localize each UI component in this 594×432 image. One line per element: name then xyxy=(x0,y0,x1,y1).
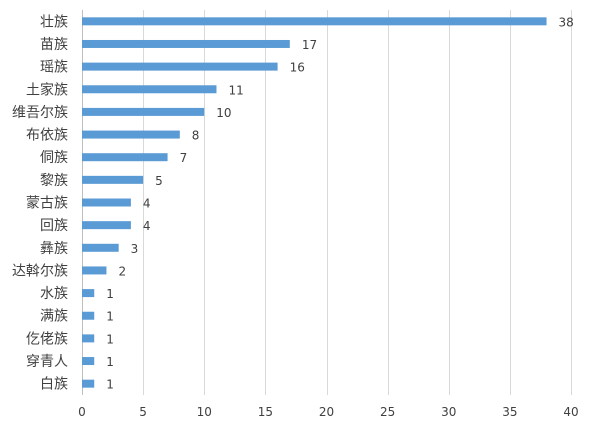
data-label: 1 xyxy=(106,287,114,301)
data-label: 4 xyxy=(143,219,151,233)
data-label: 7 xyxy=(180,151,188,165)
bar xyxy=(82,357,95,366)
category-label: 苗族 xyxy=(40,37,68,53)
category-labels: 壮族苗族瑶族土家族维吾尔族布依族侗族黎族蒙古族回族彝族达斡尔族水族满族仡佬族穿青… xyxy=(12,14,68,392)
data-label: 5 xyxy=(155,174,163,188)
category-label: 土家族 xyxy=(26,81,68,98)
bar xyxy=(82,85,217,94)
category-label: 布依族 xyxy=(26,128,68,144)
category-label: 蒙古族 xyxy=(26,196,68,212)
data-label: 1 xyxy=(106,310,114,324)
x-tick-label: 20 xyxy=(319,405,334,419)
bar xyxy=(82,153,168,162)
bar xyxy=(82,334,95,343)
bar xyxy=(82,39,290,48)
data-label: 1 xyxy=(106,355,114,369)
gridlines xyxy=(82,10,572,395)
data-label: 4 xyxy=(143,197,151,211)
category-label: 仡佬族 xyxy=(26,331,68,347)
data-label: 16 xyxy=(290,61,305,75)
data-label: 38 xyxy=(559,15,574,29)
category-label: 回族 xyxy=(40,218,68,234)
data-label: 1 xyxy=(106,378,114,392)
category-label: 瑶族 xyxy=(40,60,68,76)
x-axis-tick-labels: 0 5 10 15 20 25 30 35 40 xyxy=(78,405,578,419)
category-label: 满族 xyxy=(40,309,68,325)
bars xyxy=(82,17,547,388)
bar xyxy=(82,17,547,26)
x-tick-label: 10 xyxy=(197,405,212,419)
data-label: 17 xyxy=(302,38,317,52)
bar xyxy=(82,379,95,388)
category-label: 白族 xyxy=(40,377,68,393)
bar xyxy=(82,243,119,252)
bar xyxy=(82,198,131,207)
bar xyxy=(82,107,205,116)
bar xyxy=(82,266,107,275)
x-tick-label: 15 xyxy=(258,405,273,419)
category-label: 侗族 xyxy=(40,150,68,166)
category-label: 维吾尔族 xyxy=(12,105,68,121)
x-tick-label: 5 xyxy=(139,405,147,419)
x-tick-label: 35 xyxy=(502,405,517,419)
data-label: 1 xyxy=(106,332,114,346)
x-tick-label: 30 xyxy=(441,405,456,419)
data-label: 2 xyxy=(118,264,126,278)
data-label: 10 xyxy=(216,106,231,120)
data-label: 11 xyxy=(228,83,243,97)
data-label: 8 xyxy=(192,129,200,143)
category-label: 彝族 xyxy=(40,241,68,257)
bar xyxy=(82,62,278,71)
bar xyxy=(82,221,131,230)
x-tick-label: 0 xyxy=(78,405,86,419)
bar xyxy=(82,130,180,139)
x-tick-label: 40 xyxy=(563,405,578,419)
bar xyxy=(82,311,95,320)
category-label: 壮族 xyxy=(40,14,68,30)
bar xyxy=(82,289,95,298)
bar xyxy=(82,175,144,184)
category-label: 水族 xyxy=(40,286,68,302)
category-label: 达斡尔族 xyxy=(12,263,68,279)
data-label: 3 xyxy=(131,242,139,256)
x-tick-label: 25 xyxy=(380,405,395,419)
category-label: 穿青人 xyxy=(26,354,68,370)
category-label: 黎族 xyxy=(40,173,68,189)
